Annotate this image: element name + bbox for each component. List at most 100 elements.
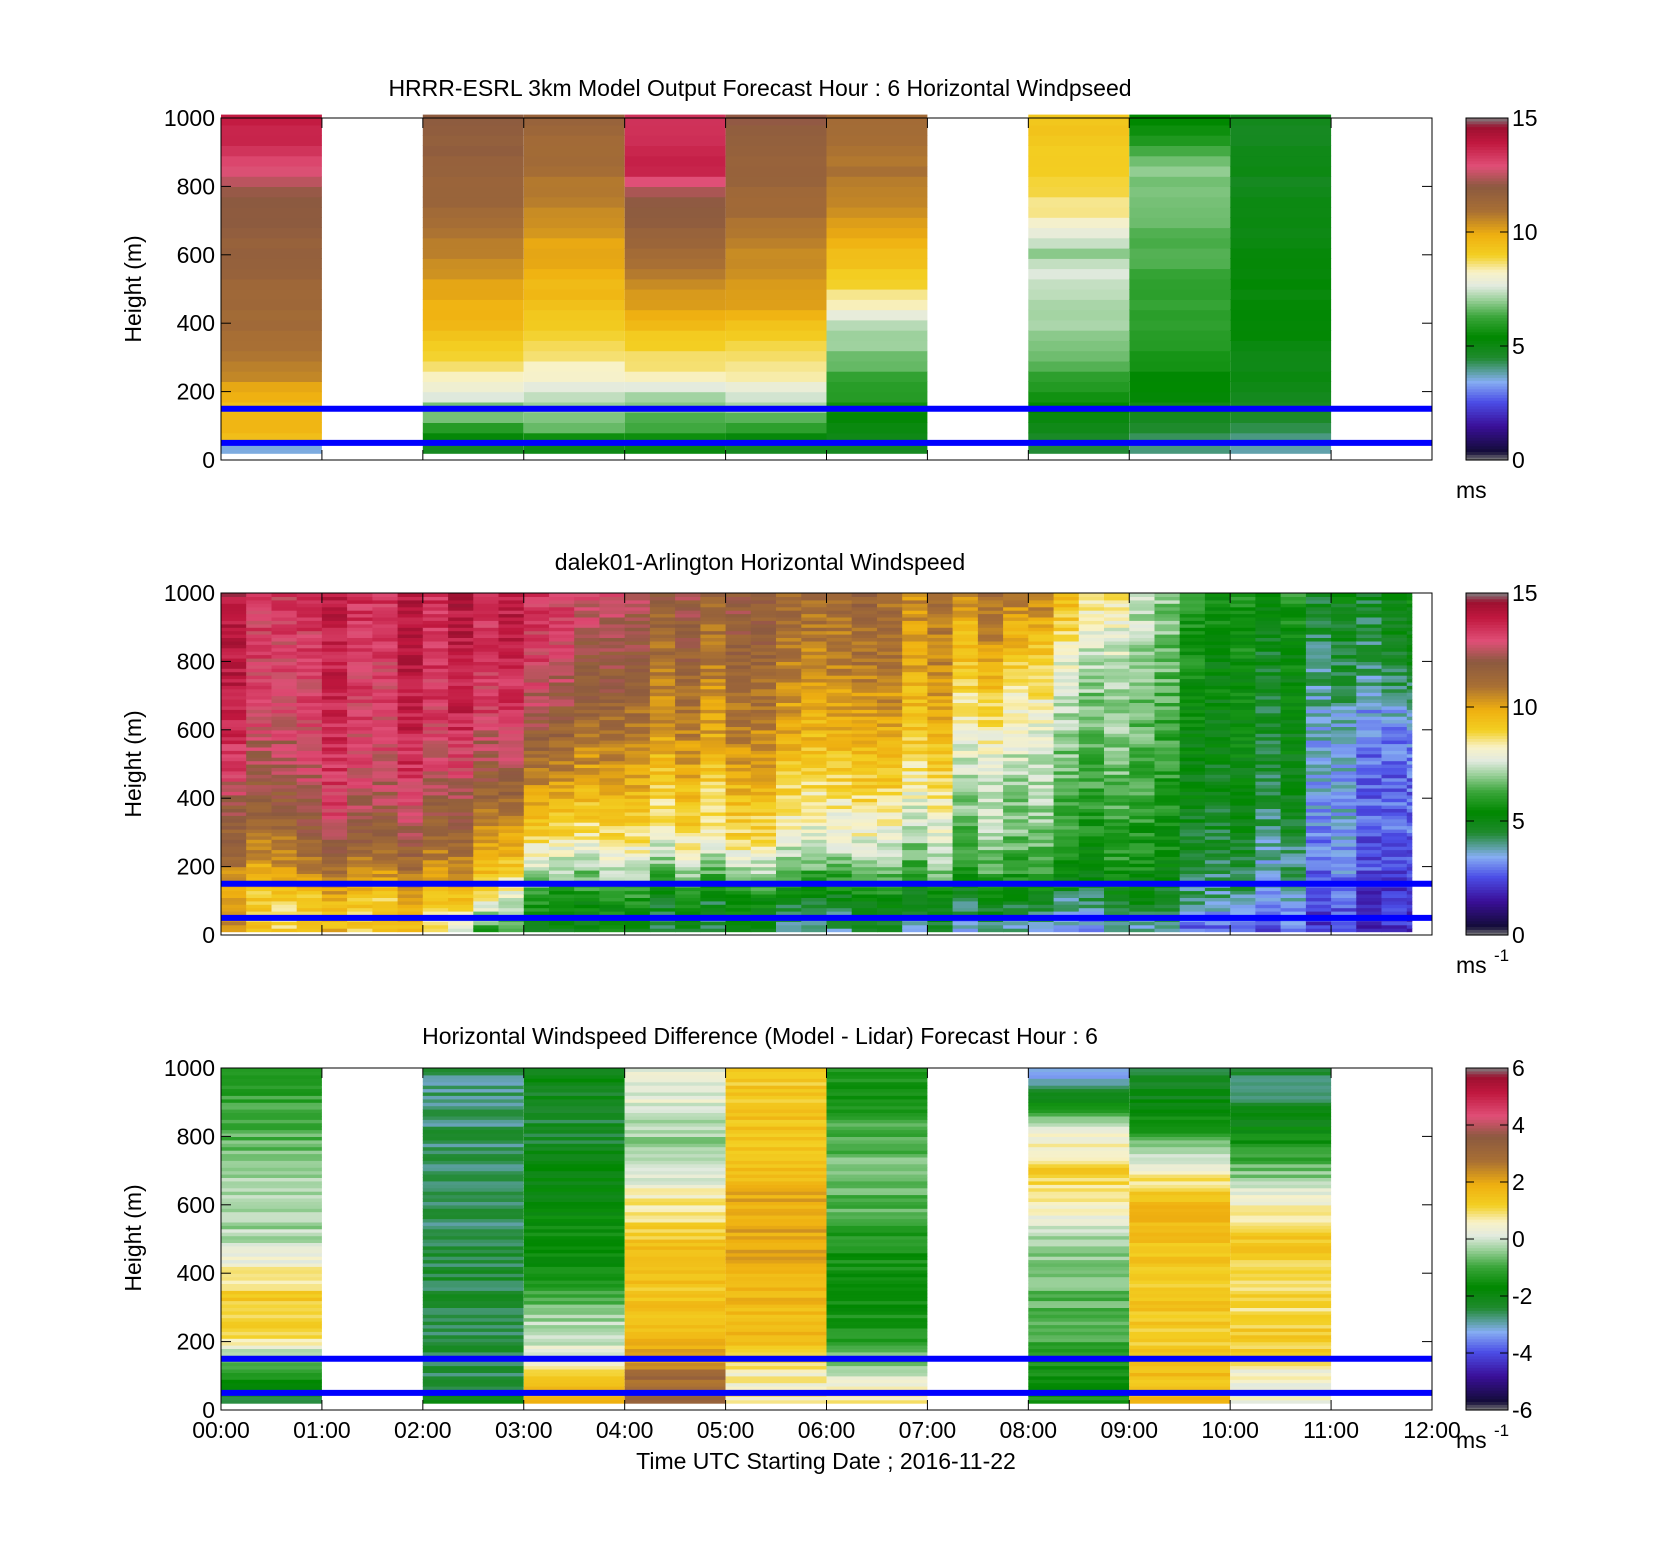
heatmap-cell bbox=[448, 733, 474, 738]
heatmap-cell bbox=[1028, 165, 1130, 177]
heatmap-cell bbox=[902, 767, 928, 772]
heatmap-cell bbox=[473, 907, 499, 912]
heatmap-cell bbox=[1305, 661, 1332, 666]
heatmap-cell bbox=[372, 924, 399, 929]
heatmap-cell bbox=[624, 699, 651, 703]
heatmap-cell bbox=[523, 723, 550, 727]
heatmap-cell bbox=[1305, 692, 1332, 697]
heatmap-cell bbox=[776, 743, 802, 748]
heatmap-cell bbox=[776, 644, 802, 649]
heatmap-cell bbox=[448, 647, 474, 652]
heatmap-cell bbox=[549, 924, 575, 929]
heatmap-cell bbox=[246, 616, 272, 621]
heatmap-cell bbox=[725, 870, 752, 874]
heatmap-cell bbox=[700, 842, 727, 847]
heatmap-cell bbox=[851, 746, 878, 751]
heatmap-cell bbox=[776, 661, 802, 666]
heatmap-cell bbox=[902, 842, 928, 847]
heatmap-cell bbox=[1028, 654, 1054, 659]
heatmap-cell bbox=[574, 702, 600, 707]
heatmap-cell bbox=[877, 849, 903, 854]
heatmap-cell bbox=[977, 757, 1004, 762]
heatmap-cell bbox=[1255, 678, 1282, 683]
heatmap-cell bbox=[1078, 822, 1105, 827]
heatmap-cell bbox=[801, 894, 827, 898]
heatmap-cell bbox=[1129, 866, 1155, 871]
heatmap-cell bbox=[826, 777, 853, 782]
heatmap-cell bbox=[851, 921, 878, 926]
heatmap-cell bbox=[574, 835, 600, 840]
heatmap-cell bbox=[801, 835, 827, 840]
heatmap-cell bbox=[549, 829, 575, 833]
colorbar-swatch bbox=[1466, 220, 1508, 225]
heatmap-cell bbox=[448, 907, 474, 912]
heatmap-cell bbox=[1129, 227, 1231, 239]
heatmap-cell bbox=[649, 630, 676, 635]
heatmap-cell bbox=[221, 805, 247, 809]
heatmap-cell bbox=[776, 606, 802, 611]
heatmap-cell bbox=[321, 835, 348, 840]
heatmap-cell bbox=[851, 685, 878, 690]
heatmap-cell bbox=[347, 842, 373, 847]
heatmap-cell bbox=[902, 890, 928, 895]
heatmap-cell bbox=[523, 781, 550, 786]
colorbar-swatch bbox=[1466, 132, 1508, 136]
heatmap-cell bbox=[448, 866, 474, 871]
heatmap-cell bbox=[1154, 842, 1181, 847]
heatmap-cell bbox=[1204, 644, 1231, 649]
heatmap-cell bbox=[952, 781, 979, 786]
heatmap-cell bbox=[1078, 798, 1105, 803]
heatmap-cell bbox=[1230, 644, 1256, 649]
heatmap-cell bbox=[977, 907, 1004, 912]
heatmap-cell bbox=[1104, 757, 1130, 762]
heatmap-cell bbox=[1280, 856, 1307, 861]
heatmap-cell bbox=[1255, 603, 1282, 608]
heatmap-cell bbox=[1280, 681, 1307, 686]
heatmap-cell bbox=[221, 627, 247, 632]
heatmap-cell bbox=[246, 798, 272, 803]
heatmap-cell bbox=[246, 593, 272, 597]
heatmap-cell bbox=[1204, 637, 1231, 642]
heatmap-cell bbox=[700, 849, 727, 854]
heatmap-cell bbox=[977, 852, 1004, 857]
colorbar-swatch bbox=[1466, 403, 1508, 407]
heatmap-cell bbox=[776, 825, 802, 830]
heatmap-cell bbox=[1129, 702, 1155, 707]
heatmap-cell bbox=[1230, 654, 1256, 659]
heatmap-cell bbox=[977, 921, 1004, 926]
heatmap-cell bbox=[347, 852, 373, 857]
heatmap-cell bbox=[1204, 753, 1231, 758]
heatmap-cell bbox=[700, 606, 727, 611]
colorbar-swatch bbox=[1466, 440, 1508, 444]
colorbar-swatch bbox=[1466, 192, 1508, 196]
heatmap-cell bbox=[675, 610, 701, 615]
heatmap-cell bbox=[498, 613, 525, 618]
heatmap-cell bbox=[952, 729, 979, 734]
heatmap-cell bbox=[700, 702, 727, 707]
heatmap-cell bbox=[372, 630, 399, 635]
heatmap-cell bbox=[1104, 729, 1130, 734]
heatmap-cell bbox=[1230, 805, 1256, 809]
heatmap-cell bbox=[1204, 801, 1231, 806]
heatmap-cell bbox=[599, 692, 626, 697]
heatmap-cell bbox=[1305, 894, 1332, 898]
heatmap-cell bbox=[750, 911, 777, 916]
heatmap-cell bbox=[271, 695, 298, 700]
heatmap-cell bbox=[271, 729, 298, 734]
heatmap-cell bbox=[927, 887, 954, 892]
heatmap-cell bbox=[397, 890, 424, 895]
heatmap-cell bbox=[877, 623, 903, 628]
heatmap-cell bbox=[624, 904, 651, 909]
colorbar-swatch bbox=[1466, 414, 1508, 418]
heatmap-cell bbox=[574, 740, 600, 745]
heatmap-cell bbox=[624, 644, 651, 649]
heatmap-cell bbox=[1255, 671, 1282, 676]
heatmap-cell bbox=[397, 777, 424, 782]
heatmap-cell bbox=[1129, 186, 1231, 198]
heatmap-cell bbox=[1028, 767, 1054, 772]
heatmap-cell bbox=[675, 839, 701, 844]
heatmap-cell bbox=[826, 644, 853, 649]
heatmap-cell bbox=[422, 832, 449, 837]
heatmap-cell bbox=[347, 661, 373, 666]
heatmap-cell bbox=[347, 760, 373, 765]
